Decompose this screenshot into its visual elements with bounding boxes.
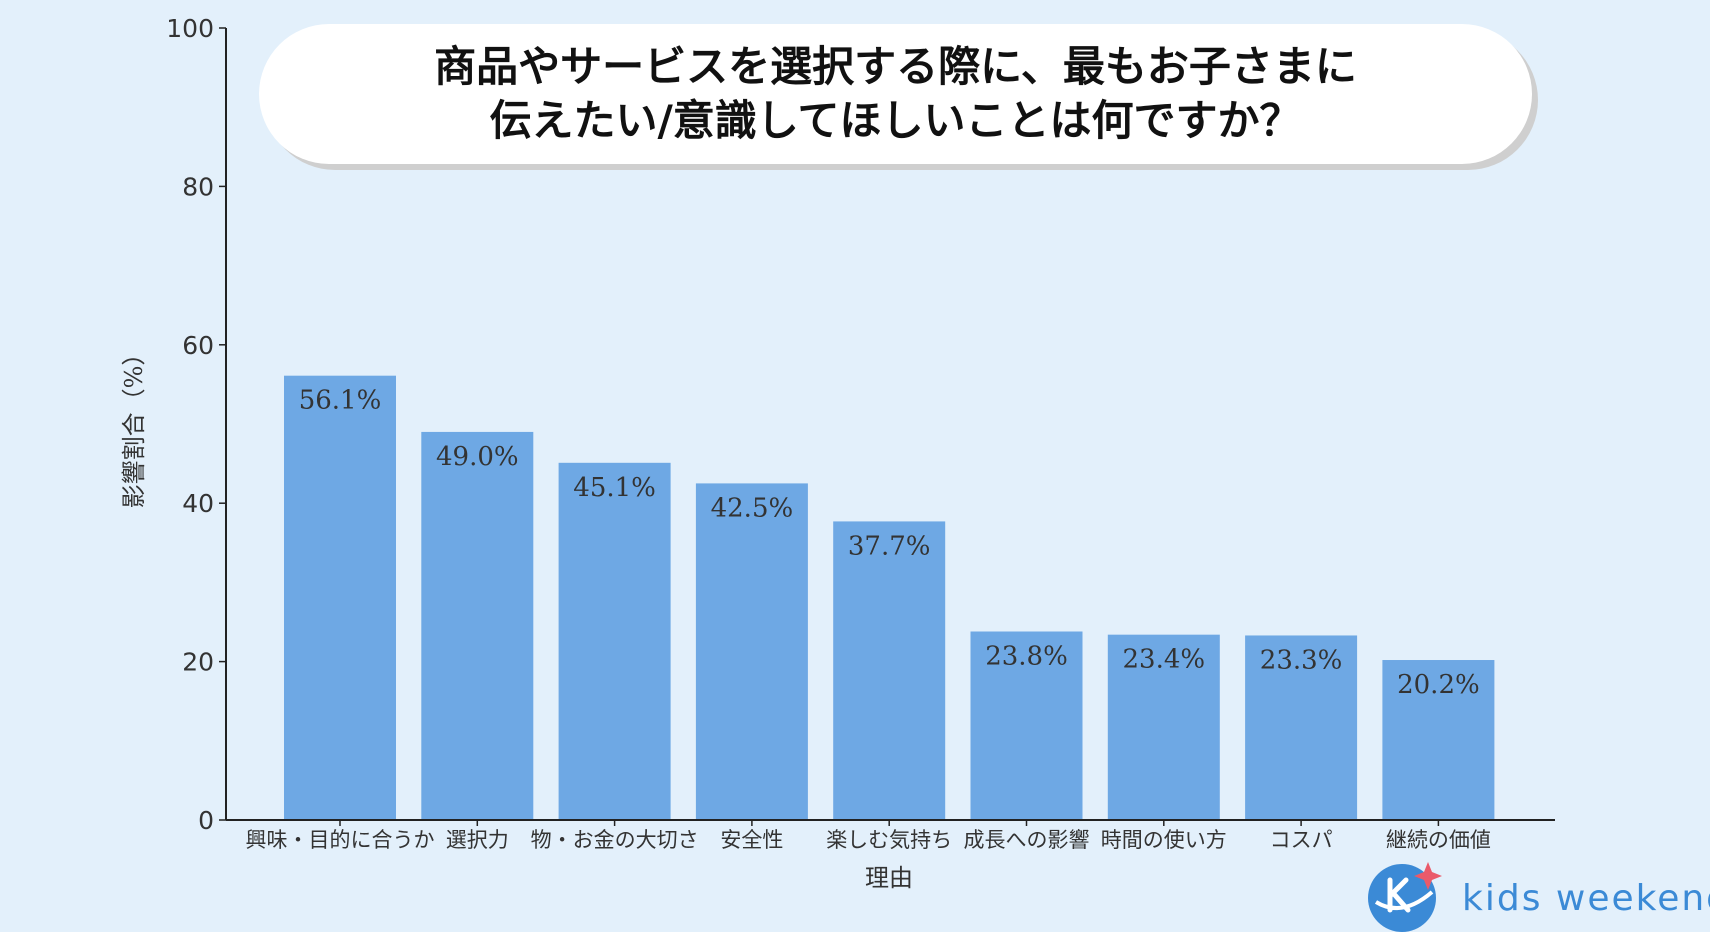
bar-8 [1382, 660, 1495, 820]
value-label-6: 23.4% [1122, 645, 1205, 675]
x-tick-label-7: コスパ [1270, 828, 1333, 852]
y-tick-label-4: 80 [182, 172, 214, 201]
brand-name: kids weekend [1462, 878, 1710, 919]
chart-title: 商品やサービスを選択する際に、最もお子さまに 伝えたい/意識してほしいことは何で… [259, 24, 1532, 164]
x-tick-label-2: 物・お金の大切さ [531, 828, 699, 852]
value-label-1: 49.0% [436, 442, 519, 472]
y-tick-label-3: 60 [182, 331, 214, 360]
bar-0 [284, 375, 396, 820]
value-labels-group: 56.1% 49.0% 45.1% 42.5% 37.7% 23.8% 23.4% 23.3%… [299, 386, 1480, 700]
bar-2 [558, 462, 671, 820]
bar-7 [1245, 635, 1358, 820]
value-label-3: 42.5% [711, 493, 794, 523]
value-label-4: 37.7% [848, 531, 931, 561]
value-label-2: 45.1% [573, 473, 656, 503]
x-tick-labels-group: 興味・目的に合うか 選択力 物・お金の大切さ 安全性 楽しむ気持ち 成長への影響 時間の使い… [246, 828, 1491, 852]
chart-title-line-2: 伝えたい/意識してほしいことは何ですか？ [489, 96, 1302, 145]
y-tick-label-5: 100 [166, 14, 214, 43]
brand-logo: kids weekend [1362, 858, 1710, 932]
x-tick-label-5: 成長への影響 [964, 828, 1090, 852]
x-axis-label: 理由 [865, 864, 913, 892]
x-tick-label-6: 時間の使い方 [1101, 828, 1227, 852]
bar-6 [1107, 634, 1220, 820]
x-tick-label-8: 継続の価値 [1386, 828, 1491, 852]
x-tick-label-0: 興味・目的に合うか [246, 828, 435, 852]
x-tick-label-3: 安全性 [720, 828, 783, 852]
y-tick-label-0: 0 [198, 806, 214, 835]
y-tick-label-1: 20 [182, 648, 214, 677]
x-tick-label-4: 楽しむ気持ち [826, 828, 952, 852]
axes-group [219, 27, 1555, 826]
bar-5 [970, 631, 1083, 820]
value-label-8: 20.2% [1397, 670, 1480, 700]
y-tick-label-2: 40 [182, 489, 214, 518]
bar-1 [421, 431, 534, 820]
k-planet-star-icon [1368, 862, 1442, 932]
y-axis-label: 影響割合（%） [120, 342, 148, 509]
x-tick-label-1: 選択力 [446, 828, 509, 852]
chart-title-line-1: 商品やサービスを選択する際に、最もお子さまに [434, 42, 1357, 91]
value-label-7: 23.3% [1260, 645, 1343, 675]
bar-3 [695, 483, 808, 820]
bar-4 [833, 521, 946, 820]
value-label-0: 56.1% [299, 386, 382, 416]
value-label-5: 23.8% [985, 642, 1068, 672]
bars-group [284, 375, 1495, 820]
y-tick-labels-group: 0 20 40 60 80 100 [166, 14, 214, 835]
